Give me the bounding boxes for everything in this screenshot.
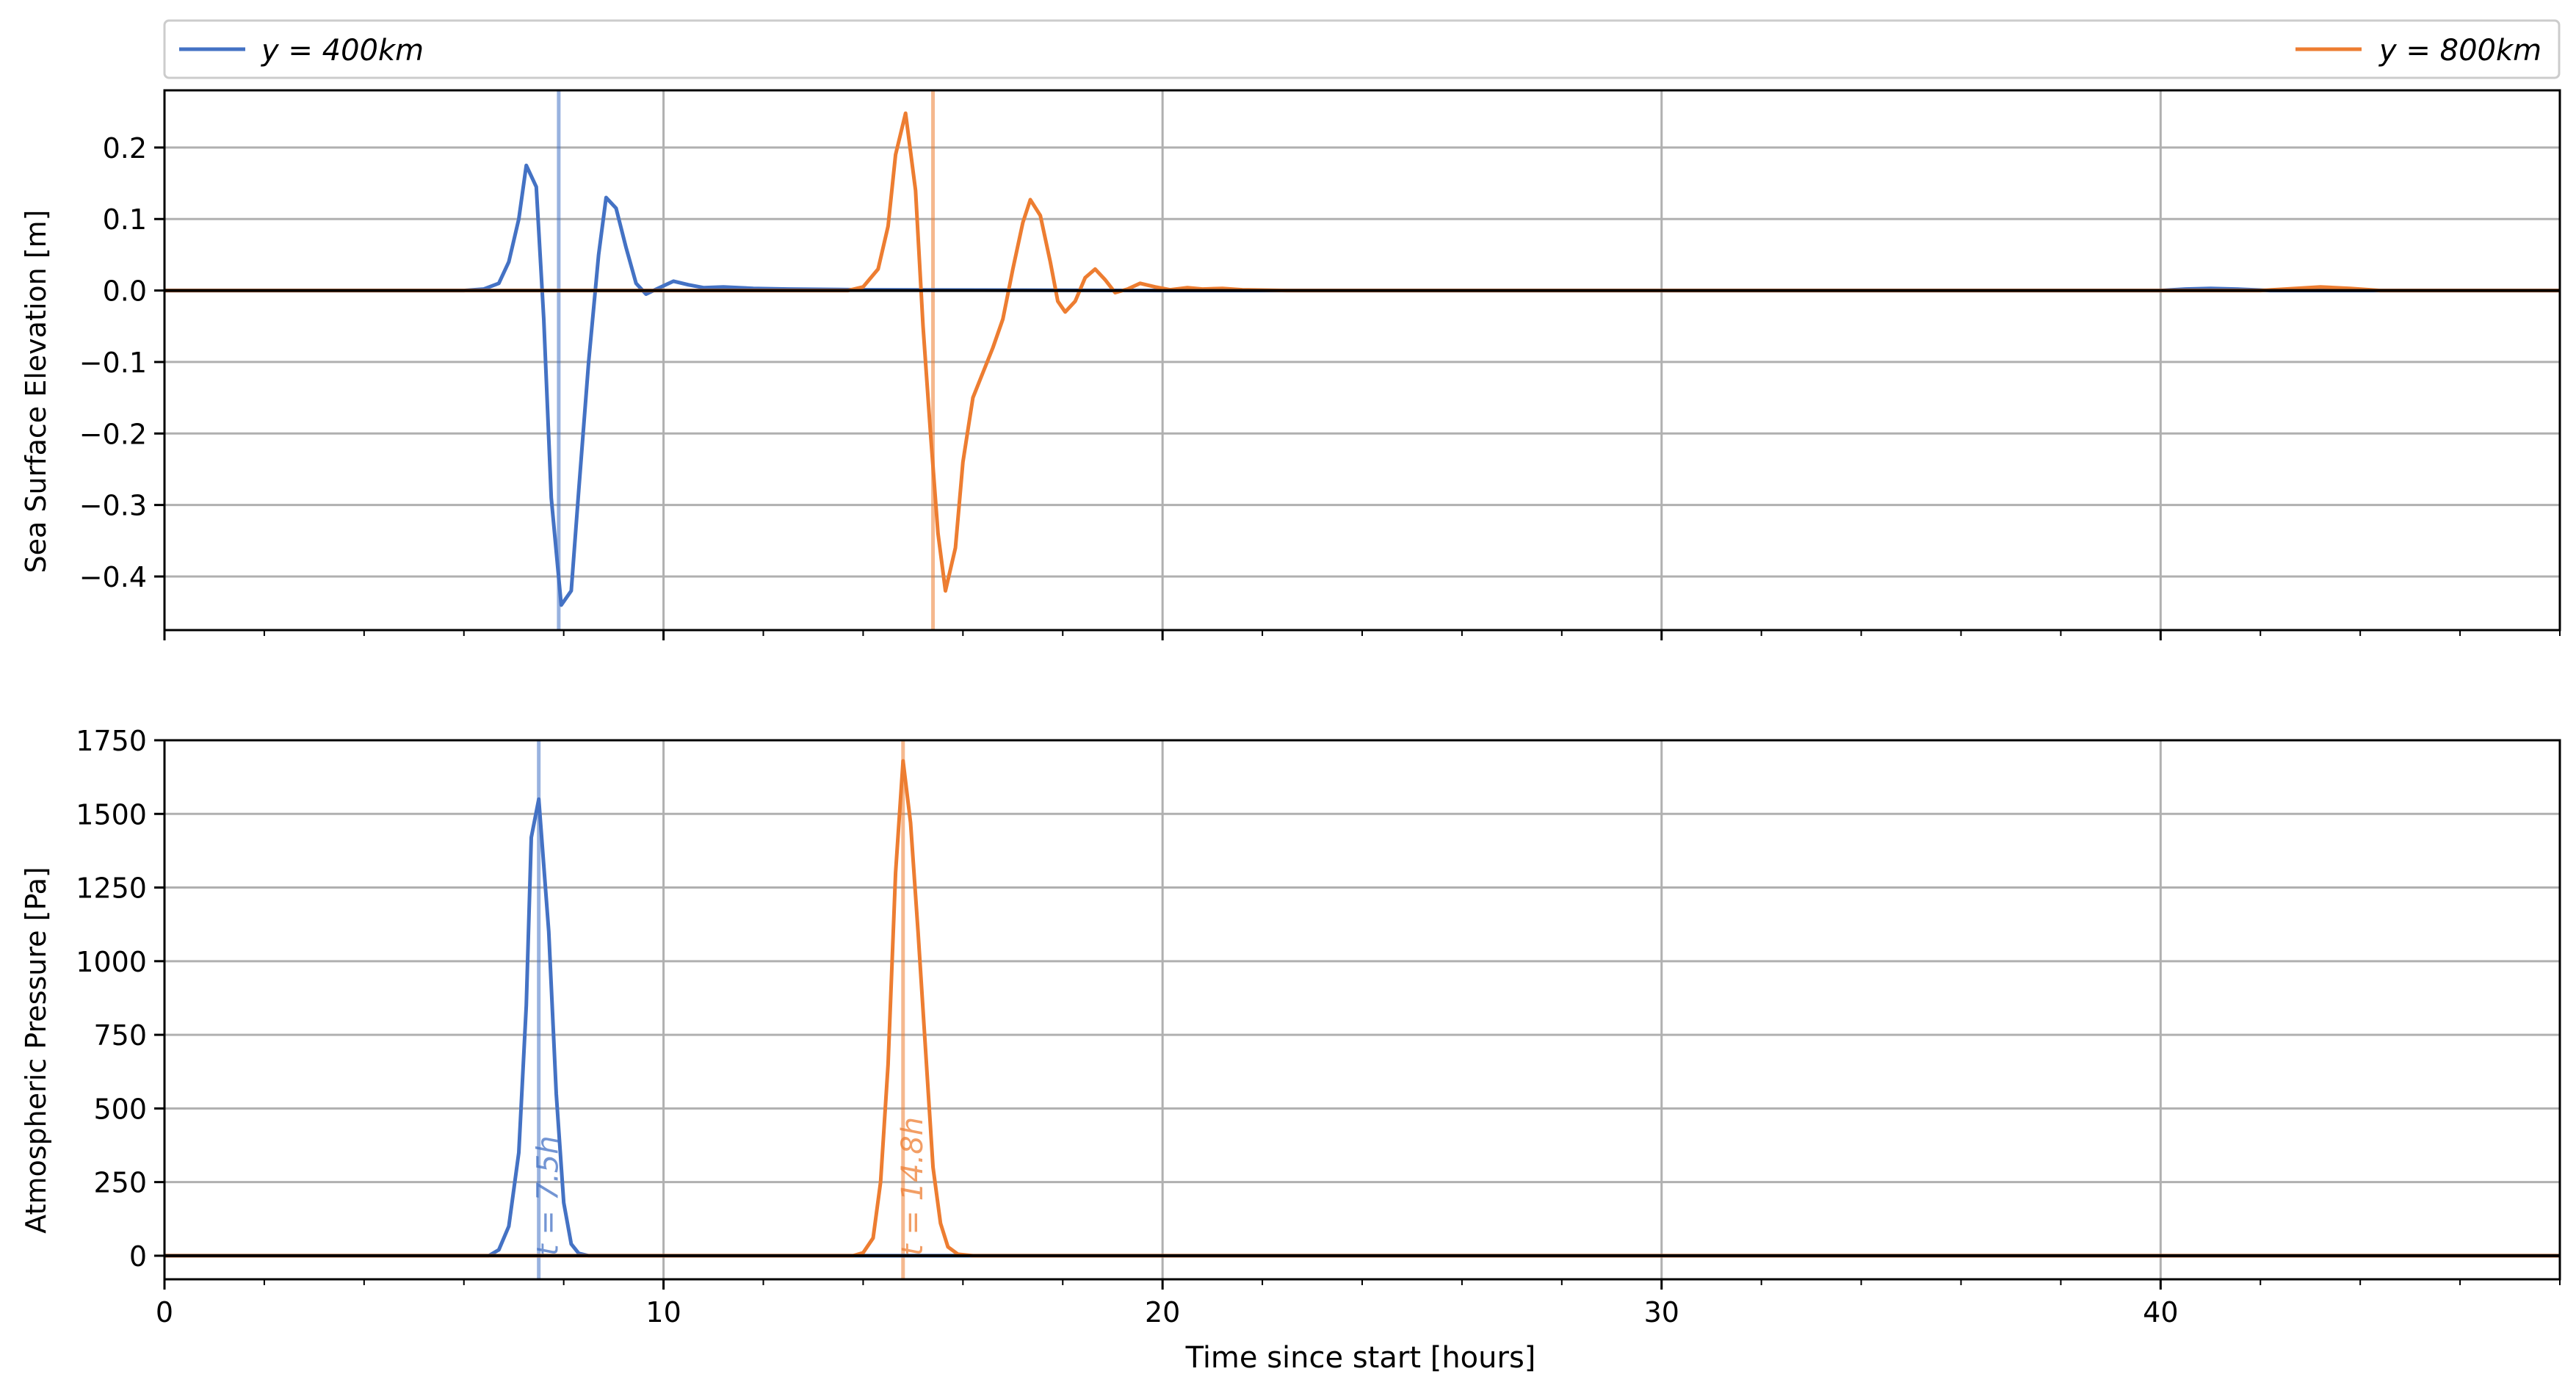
- legend-label-800km: y = 800km: [2378, 34, 2541, 68]
- pressure-panel: t = 7.5h t = 14.8h 0 250 500 750 1000 1250 1500…: [20, 725, 2561, 1375]
- pressure-axes: 0 250 500 750 1000 1250 1500 1750 0 10 20 30 40: [76, 725, 2561, 1328]
- y-tick-label: 0.1: [103, 203, 147, 236]
- sea-surface-panel: 0.2 0.1 0.0 −0.1 −0.2 −0.3 −0.4 Sea Surface El…: [20, 89, 2561, 640]
- y-tick-label: 1750: [76, 725, 147, 757]
- y-tick-label: 1000: [76, 946, 147, 978]
- legend-label-400km: y = 400km: [261, 34, 424, 68]
- x-tick-label: 20: [1145, 1296, 1180, 1328]
- x-tick-label: 30: [1644, 1296, 1679, 1328]
- y-tick-label: 1500: [76, 798, 147, 831]
- y-tick-label: 250: [93, 1167, 147, 1199]
- y-tick-label: 0: [129, 1240, 147, 1273]
- marker-vline-label: t = 14.8h: [896, 1117, 930, 1256]
- y-tick-label: −0.2: [79, 418, 147, 450]
- y-tick-label: 1250: [76, 872, 147, 905]
- y-tick-label: −0.1: [79, 347, 147, 379]
- sea-surface-vlines: [557, 90, 936, 630]
- axes-frame: [163, 739, 2561, 1281]
- x-tick-label: 0: [156, 1296, 173, 1328]
- y-tick-label: 750: [93, 1019, 147, 1052]
- pressure-lines: [164, 759, 2560, 1258]
- y-tick-label: 0.0: [103, 275, 147, 308]
- legend-frame: [163, 19, 2561, 79]
- y-tick-label: −0.3: [79, 490, 147, 522]
- y-tick-label: 0.2: [103, 132, 147, 165]
- sea-surface-axes: 0.2 0.1 0.0 −0.1 −0.2 −0.3 −0.4: [79, 89, 2561, 640]
- pressure-vlines: t = 7.5h t = 14.8h: [532, 740, 930, 1279]
- x-tick-label: 40: [2143, 1296, 2178, 1328]
- y-tick-label: 500: [93, 1093, 147, 1125]
- pressure-grid: [163, 739, 2560, 1279]
- series-line: [164, 797, 2560, 1258]
- sea-surface-ylabel: Sea Surface Elevation [m]: [20, 210, 52, 574]
- y-tick-label: −0.4: [79, 561, 147, 593]
- x-tick-label: 10: [645, 1296, 681, 1328]
- series-line: [164, 759, 2560, 1258]
- pressure-ylabel: Atmospheric Pressure [Pa]: [20, 867, 52, 1234]
- x-axis-label: Time since start [hours]: [1185, 1341, 1536, 1375]
- legend: y = 400km y = 800km: [163, 19, 2561, 79]
- series-line: [164, 163, 2560, 607]
- sea-surface-lines: [164, 111, 2560, 607]
